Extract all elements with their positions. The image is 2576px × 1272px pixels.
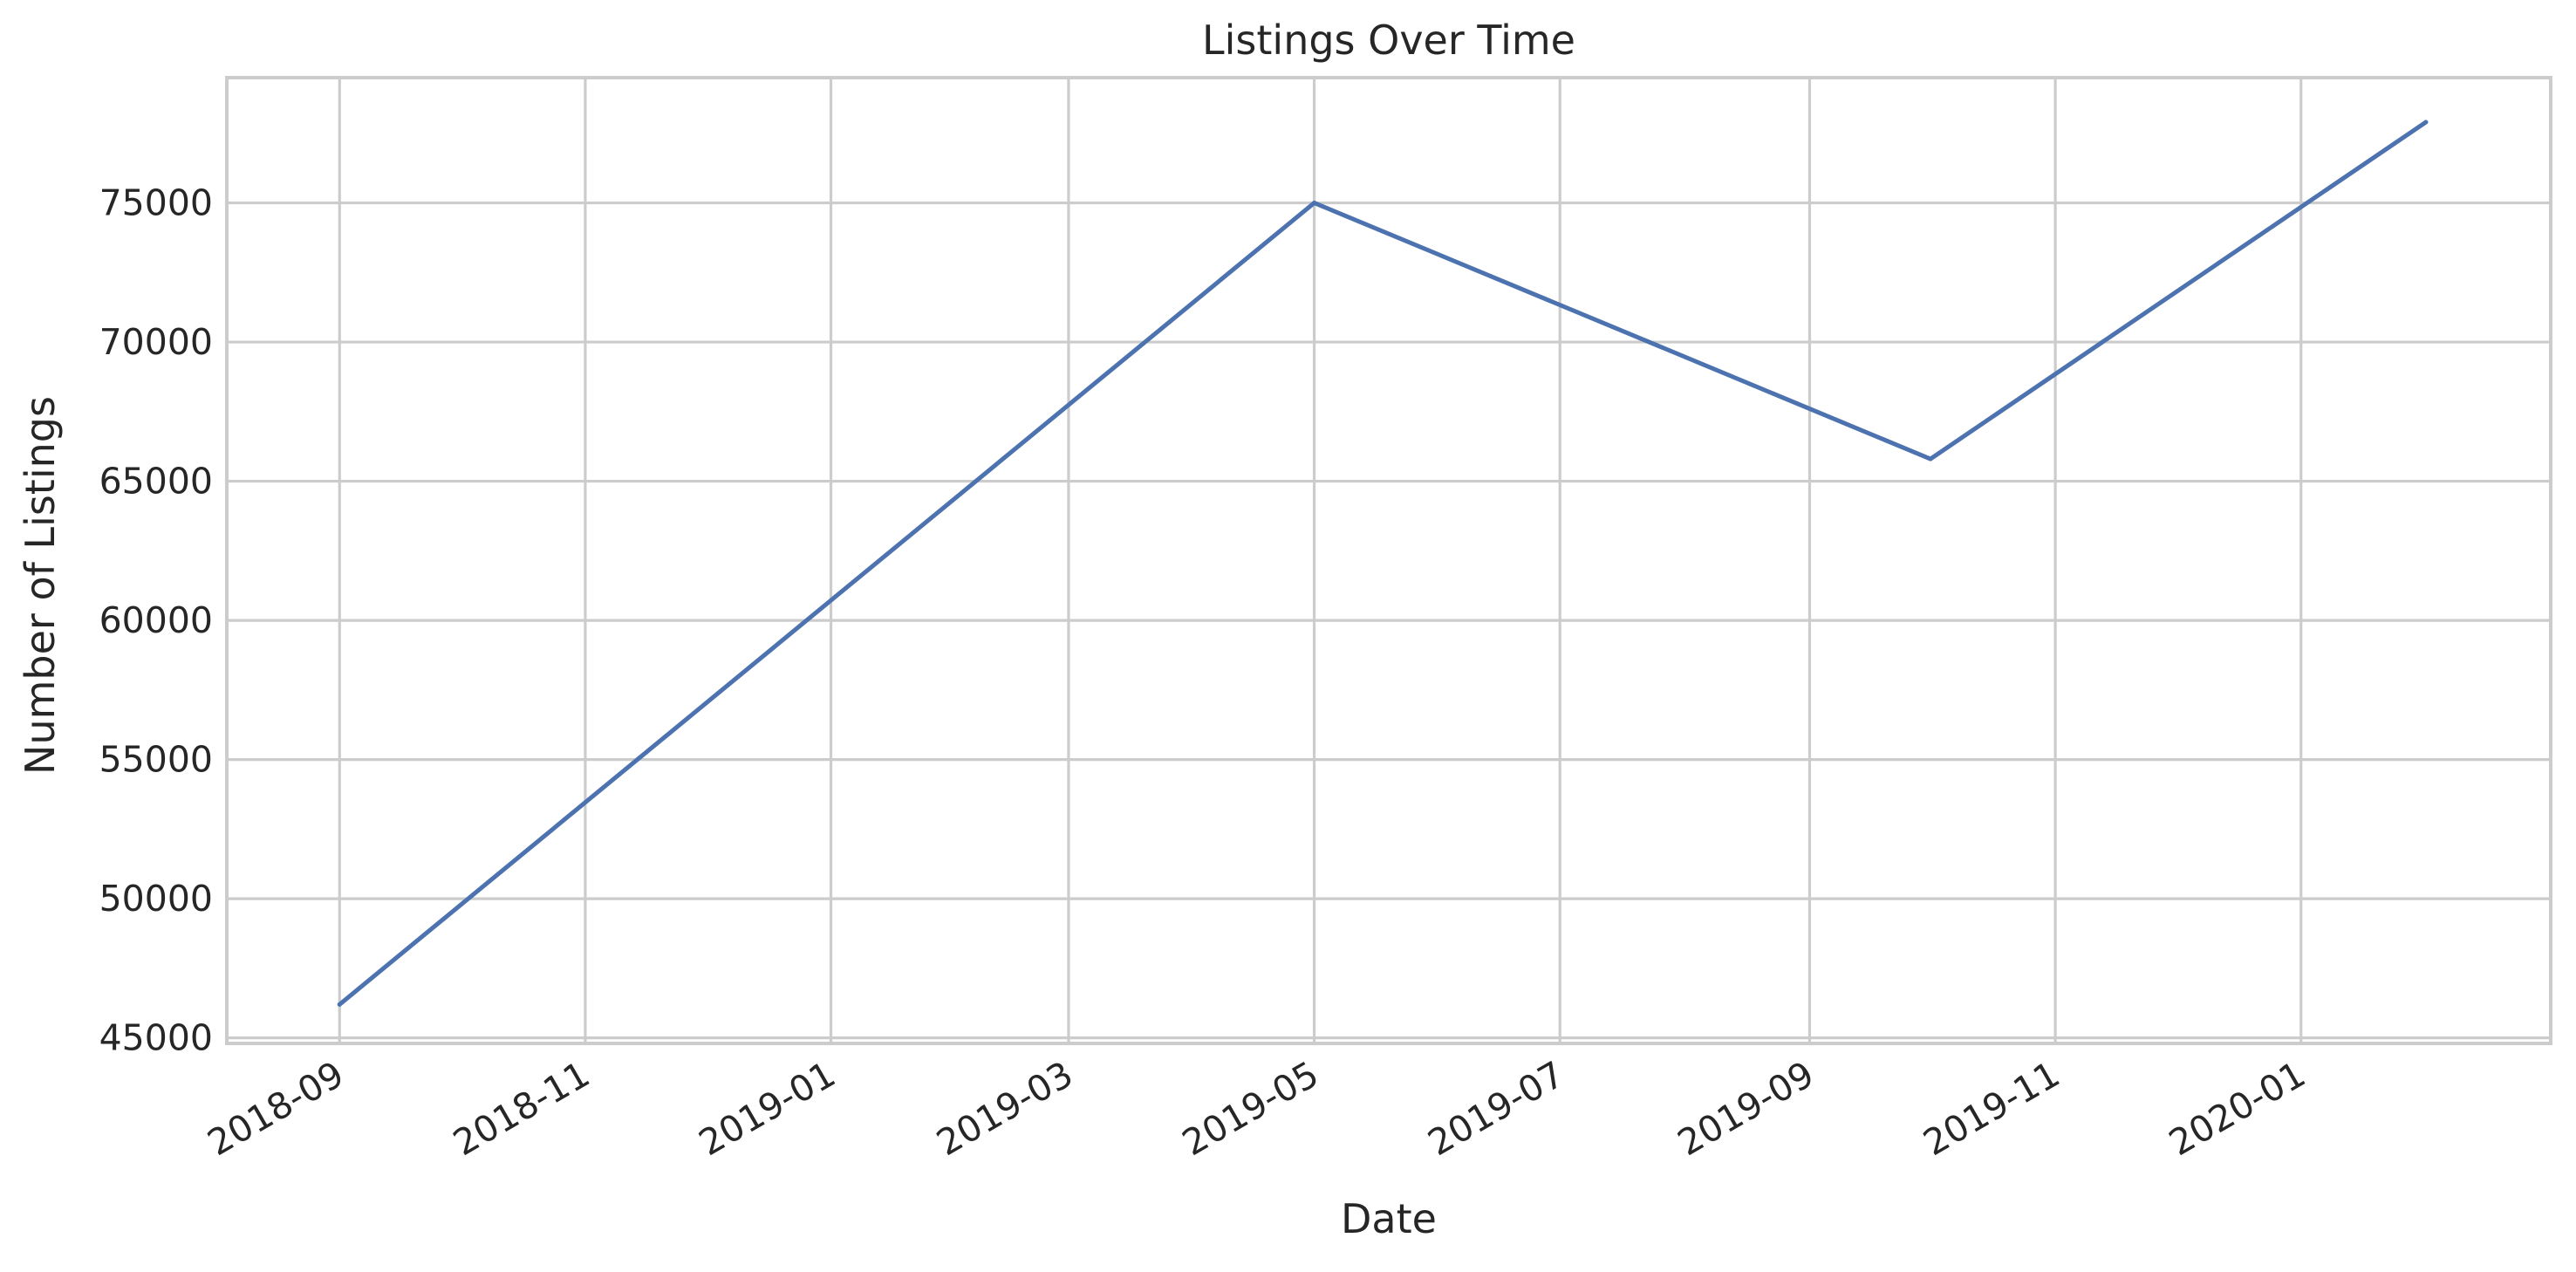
data-point [1312, 201, 1317, 206]
x-tick-labels: 2018-09 2018-11 2019-01 2019-03 2019-05 2019-… [201, 1053, 2313, 1164]
chart-title: Listings Over Time [1202, 17, 1575, 64]
y-tick-label: 45000 [99, 1017, 213, 1059]
y-tick-label: 50000 [99, 878, 213, 920]
data-point [337, 1002, 342, 1007]
x-tick-label: 2019-07 [1421, 1053, 1571, 1164]
x-tick-label: 2018-09 [201, 1053, 351, 1164]
plot-frame [225, 76, 2552, 1045]
y-axis-label: Number of Listings [17, 396, 64, 775]
y-tick-label: 55000 [99, 739, 213, 781]
y-tick-labels: 45000 50000 55000 60000 65000 70000 75000 [99, 182, 213, 1059]
x-tick-label: 2019-11 [1917, 1053, 2067, 1164]
x-tick-label: 2020-01 [2162, 1053, 2312, 1164]
y-tick-label: 65000 [99, 461, 213, 503]
y-tick-label: 75000 [99, 182, 213, 224]
x-tick-label: 2019-09 [1671, 1053, 1821, 1164]
series-layer [337, 120, 2429, 1007]
y-tick-label: 70000 [99, 321, 213, 363]
axes-frame [225, 76, 2552, 1045]
series-line [337, 120, 2429, 1007]
x-tick-label: 2019-01 [692, 1053, 842, 1164]
x-tick-label: 2019-03 [930, 1053, 1080, 1164]
x-tick-label: 2019-05 [1175, 1053, 1325, 1164]
grid-layer [227, 78, 2551, 1043]
data-point [2423, 120, 2429, 125]
x-tick-label: 2018-11 [447, 1053, 597, 1164]
y-tick-label: 60000 [99, 599, 213, 641]
data-point [1928, 456, 1933, 462]
x-axis-label: Date [1341, 1195, 1437, 1242]
